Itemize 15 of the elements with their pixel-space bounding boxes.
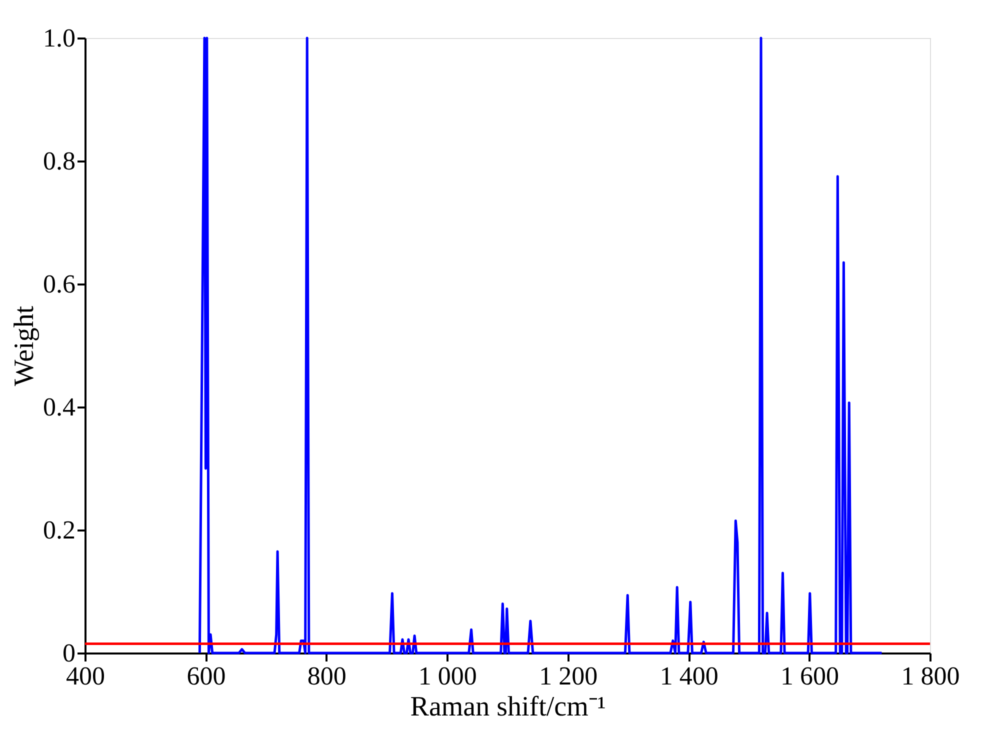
y-tick-label: 1.0 [43,24,76,52]
x-tick-label: 1 200 [539,662,598,690]
x-tick-label: 600 [186,662,226,690]
y-axis-title: Weight [9,306,40,386]
x-tick-label: 1 000 [418,662,477,690]
line-series [198,36,883,654]
y-tick-label: 0.4 [43,392,76,422]
x-axis-title: Raman shift/cm⁻¹ [410,692,606,722]
y-tick-label: 0.8 [43,146,76,176]
y-tick-label: 0.6 [43,270,76,298]
x-tick-label: 1 400 [660,662,718,690]
y-tick-label: 0.2 [43,516,76,544]
x-tick-label: 1 600 [780,662,840,690]
x-tick-label: 800 [307,662,346,690]
x-tick-label: 1 800 [901,662,960,690]
